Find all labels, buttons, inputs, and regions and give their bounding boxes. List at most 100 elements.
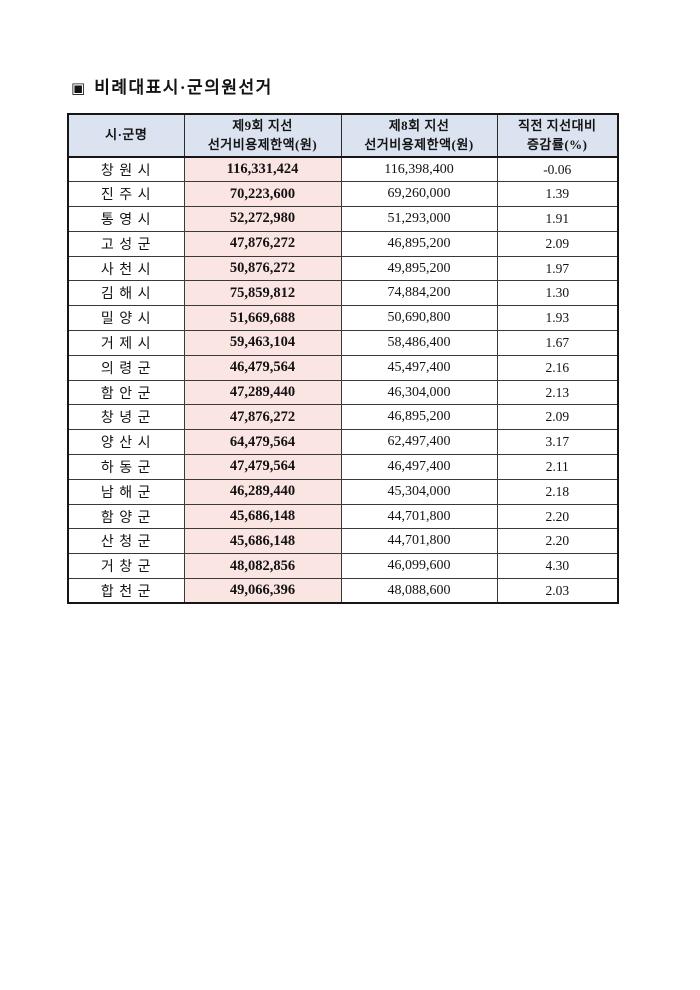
change-rate-cell: 3.17 (496, 429, 619, 456)
limit-8th-cell: 74,884,200 (340, 280, 498, 307)
change-rate-cell: 2.09 (496, 230, 619, 257)
change-rate-cell: 2.09 (496, 404, 619, 431)
table-row: 함 안 군 47,289,440 46,304,000 2.13 (67, 379, 619, 406)
limit-8th-cell: 48,088,600 (340, 578, 498, 604)
limit-9th-cell: 51,669,688 (183, 305, 342, 332)
change-rate-cell: 2.20 (496, 528, 619, 555)
col-header-change-rate: 직전 지선대비 증감률(%) (496, 113, 619, 158)
table-row: 양 산 시 64,479,564 62,497,400 3.17 (67, 429, 619, 456)
col-header-region: 시·군명 (67, 113, 185, 158)
region-name-cell: 김 해 시 (67, 280, 185, 307)
table-row: 하 동 군 47,479,564 46,497,400 2.11 (67, 454, 619, 480)
table-row: 밀 양 시 51,669,688 50,690,800 1.93 (67, 305, 619, 332)
page-title: ▣ 비례대표시·군의원선거 (71, 73, 273, 98)
limit-9th-cell: 48,082,856 (183, 553, 342, 580)
page-title-text: 비례대표시·군의원선거 (94, 78, 273, 97)
table-row: 창 원 시 116,331,424 116,398,400 -0.06 (67, 156, 619, 183)
table-row: 창 녕 군 47,876,272 46,895,200 2.09 (67, 404, 619, 431)
table-row: 거 제 시 59,463,104 58,486,400 1.67 (67, 330, 619, 356)
change-rate-cell: 1.39 (496, 181, 619, 208)
limit-8th-cell: 45,497,400 (340, 354, 498, 381)
change-rate-cell: 1.30 (496, 280, 619, 307)
change-rate-cell: 2.16 (496, 354, 619, 381)
limit-9th-cell: 46,479,564 (183, 354, 342, 381)
table-row: 합 천 군 49,066,396 48,088,600 2.03 (67, 578, 619, 604)
region-name-cell: 거 창 군 (67, 553, 185, 580)
limit-8th-cell: 46,099,600 (340, 553, 498, 580)
limit-9th-cell: 64,479,564 (183, 429, 342, 456)
limit-9th-cell: 59,463,104 (183, 330, 342, 356)
limit-8th-cell: 46,304,000 (340, 379, 498, 406)
limit-8th-cell: 46,895,200 (340, 404, 498, 431)
limit-9th-cell: 47,876,272 (183, 404, 342, 431)
limit-8th-cell: 62,497,400 (340, 429, 498, 456)
region-name-cell: 사 천 시 (67, 255, 185, 282)
region-name-cell: 의 령 군 (67, 354, 185, 381)
limit-8th-cell: 44,701,800 (340, 503, 498, 530)
region-name-cell: 진 주 시 (67, 181, 185, 208)
region-name-cell: 합 천 군 (67, 578, 185, 604)
limit-8th-cell: 116,398,400 (340, 156, 498, 183)
region-name-cell: 산 청 군 (67, 528, 185, 555)
region-name-cell: 함 안 군 (67, 379, 185, 406)
table-row: 통 영 시 52,272,980 51,293,000 1.91 (67, 206, 619, 232)
change-rate-cell: 1.97 (496, 255, 619, 282)
region-name-cell: 통 영 시 (67, 206, 185, 232)
change-rate-cell: 2.03 (496, 578, 619, 604)
col-header-9th-limit: 제9회 지선 선거비용제한액(원) (183, 113, 342, 158)
limit-8th-cell: 58,486,400 (340, 330, 498, 356)
limit-8th-cell: 46,895,200 (340, 230, 498, 257)
col-header-region-label: 시·군명 (105, 127, 148, 143)
region-name-cell: 하 동 군 (67, 454, 185, 480)
header-row: 시·군명 제9회 지선 선거비용제한액(원) 제8회 지선 선거비용제한액(원)… (67, 113, 619, 158)
change-rate-cell: 2.20 (496, 503, 619, 530)
limit-9th-cell: 50,876,272 (183, 255, 342, 282)
table-row: 사 천 시 50,876,272 49,895,200 1.97 (67, 255, 619, 282)
col-header-8th-limit: 제8회 지선 선거비용제한액(원) (340, 113, 498, 158)
change-rate-cell: 2.13 (496, 379, 619, 406)
region-name-cell: 창 녕 군 (67, 404, 185, 431)
limit-9th-cell: 45,686,148 (183, 528, 342, 555)
limit-8th-cell: 51,293,000 (340, 206, 498, 232)
limit-9th-cell: 52,272,980 (183, 206, 342, 232)
limit-9th-cell: 70,223,600 (183, 181, 342, 208)
change-rate-cell: 1.91 (496, 206, 619, 232)
limit-8th-cell: 44,701,800 (340, 528, 498, 555)
change-rate-cell: 2.18 (496, 478, 619, 505)
limit-8th-cell: 69,260,000 (340, 181, 498, 208)
change-rate-cell: 1.93 (496, 305, 619, 332)
table-header: 시·군명 제9회 지선 선거비용제한액(원) 제8회 지선 선거비용제한액(원)… (67, 113, 619, 158)
limit-9th-cell: 47,876,272 (183, 230, 342, 257)
table-row: 남 해 군 46,289,440 45,304,000 2.18 (67, 478, 619, 505)
change-rate-cell: 2.11 (496, 454, 619, 480)
election-cost-limit-table: 시·군명 제9회 지선 선거비용제한액(원) 제8회 지선 선거비용제한액(원)… (67, 113, 619, 605)
region-name-cell: 함 양 군 (67, 503, 185, 530)
change-rate-cell: 4.30 (496, 553, 619, 580)
limit-9th-cell: 75,859,812 (183, 280, 342, 307)
region-name-cell: 거 제 시 (67, 330, 185, 356)
limit-9th-cell: 46,289,440 (183, 478, 342, 505)
table-row: 김 해 시 75,859,812 74,884,200 1.30 (67, 280, 619, 307)
table-row: 함 양 군 45,686,148 44,701,800 2.20 (67, 503, 619, 530)
limit-8th-cell: 46,497,400 (340, 454, 498, 480)
table-row: 고 성 군 47,876,272 46,895,200 2.09 (67, 230, 619, 257)
change-rate-cell: 1.67 (496, 330, 619, 356)
region-name-cell: 남 해 군 (67, 478, 185, 505)
limit-8th-cell: 49,895,200 (340, 255, 498, 282)
region-name-cell: 밀 양 시 (67, 305, 185, 332)
table-row: 거 창 군 48,082,856 46,099,600 4.30 (67, 553, 619, 580)
region-name-cell: 양 산 시 (67, 429, 185, 456)
limit-9th-cell: 45,686,148 (183, 503, 342, 530)
change-rate-cell: -0.06 (496, 156, 619, 183)
limit-9th-cell: 49,066,396 (183, 578, 342, 604)
limit-9th-cell: 47,289,440 (183, 379, 342, 406)
limit-8th-cell: 50,690,800 (340, 305, 498, 332)
limit-9th-cell: 47,479,564 (183, 454, 342, 480)
table-row: 산 청 군 45,686,148 44,701,800 2.20 (67, 528, 619, 555)
limit-8th-cell: 45,304,000 (340, 478, 498, 505)
table-row: 의 령 군 46,479,564 45,497,400 2.16 (67, 354, 619, 381)
region-name-cell: 창 원 시 (67, 156, 185, 183)
region-name-cell: 고 성 군 (67, 230, 185, 257)
table-body: 창 원 시 116,331,424 116,398,400 -0.06 진 주 … (67, 156, 619, 604)
